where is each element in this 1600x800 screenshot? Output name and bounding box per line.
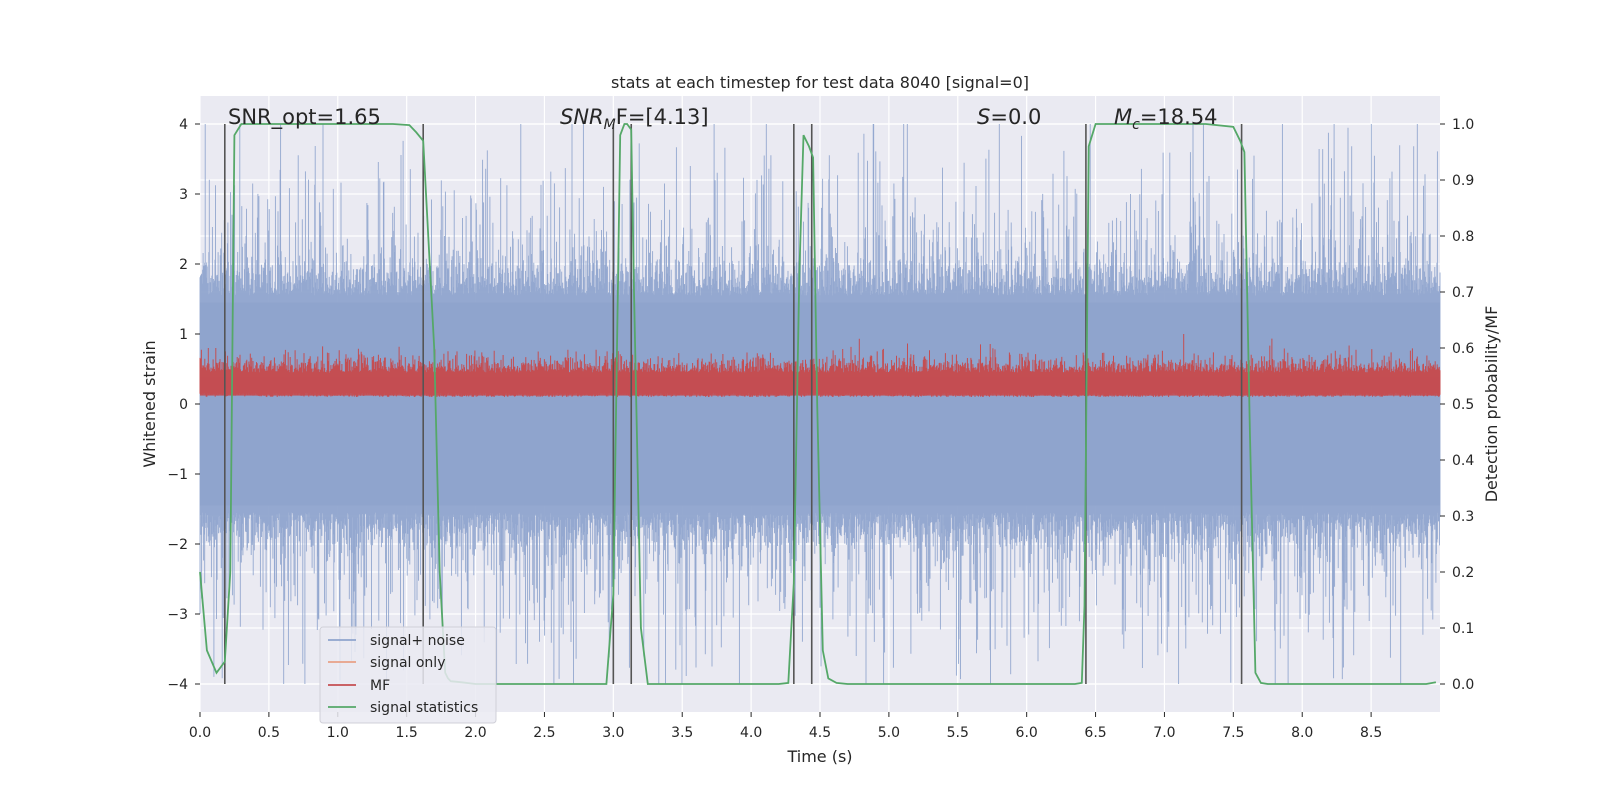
x-tick-label: 3.0: [602, 725, 624, 741]
x-tick-label: 4.0: [740, 725, 762, 741]
annotation-mc-main: M: [1114, 105, 1132, 129]
x-tick-label: 1.5: [396, 725, 418, 741]
mf-series: [199, 334, 1441, 397]
annotation-mc-rest: =18.54: [1140, 105, 1218, 129]
x-tick-label: 6.5: [1084, 725, 1106, 741]
x-axis-label: Time (s): [786, 747, 852, 766]
x-tick-label: 3.5: [671, 725, 693, 741]
x-axis-ticks: 0.0 0.5 1.0 1.5 2.0 2.5 3.0 3.5 4.0 4.5 5.0 5.5 6.0 6…: [189, 712, 1382, 741]
y2-tick-label: 1.0: [1452, 117, 1474, 133]
annotation-snr-mf: SNRMF=[4.13]: [560, 105, 709, 133]
legend-label-signal-statistics: signal statistics: [370, 700, 478, 716]
y2-tick-label: 0.6: [1452, 341, 1474, 357]
y-axis-ticks: −4 −3 −2 −1 0 1 2 3 4: [167, 117, 200, 693]
y2-tick-label: 0.8: [1452, 229, 1474, 245]
x-tick-label: 8.5: [1360, 725, 1382, 741]
annotation-s-main: S: [977, 105, 990, 129]
y-axis-label: Whitened strain: [140, 340, 159, 467]
x-tick-label: 1.0: [327, 725, 349, 741]
y2-axis-label: Detection probability/MF: [1482, 306, 1501, 503]
y-tick-label: 0: [179, 397, 188, 413]
annotation-snr-opt: SNR_opt=1.65: [228, 105, 381, 130]
x-tick-label: 7.0: [1153, 725, 1175, 741]
signal-statistics-line: [199, 123, 1437, 685]
annotation-mc-sub: c: [1132, 117, 1140, 133]
y-tick-label: 2: [179, 257, 188, 273]
signal-noise-core: [200, 302, 1440, 506]
y2-tick-label: 0.9: [1452, 173, 1474, 189]
y-tick-label: 3: [179, 187, 188, 203]
legend-label-signal-only: signal only: [370, 655, 445, 671]
y-tick-label: 1: [179, 327, 188, 343]
y2-tick-label: 0.1: [1452, 621, 1474, 637]
y2-axis-ticks: 0.0 0.1 0.2 0.3 0.4 0.5 0.6 0.7 0.8 0.9 1.0: [1440, 117, 1474, 693]
annotation-snr-mf-rest: F=[4.13]: [616, 105, 709, 129]
y2-tick-label: 0.0: [1452, 677, 1474, 693]
x-tick-label: 2.0: [464, 725, 486, 741]
signal-statistics-series: [199, 123, 1437, 685]
x-tick-label: 6.0: [1016, 725, 1038, 741]
y2-tick-label: 0.7: [1452, 285, 1474, 301]
x-tick-label: 0.5: [258, 725, 280, 741]
y-tick-label: −4: [167, 677, 188, 693]
chart-title: stats at each timestep for test data 804…: [611, 73, 1029, 92]
x-tick-label: 5.5: [947, 725, 969, 741]
x-tick-label: 7.5: [1222, 725, 1244, 741]
y-tick-label: −2: [167, 537, 188, 553]
legend-label-mf: MF: [370, 678, 390, 694]
x-tick-label: 4.5: [809, 725, 831, 741]
y2-tick-label: 0.3: [1452, 509, 1474, 525]
annotation-snr-mf-main: SNR: [560, 105, 604, 129]
x-tick-label: 2.5: [533, 725, 555, 741]
y-tick-label: −3: [167, 607, 188, 623]
y-tick-label: 4: [179, 117, 188, 133]
y2-tick-label: 0.2: [1452, 565, 1474, 581]
legend-box: [319, 626, 497, 724]
y2-tick-label: 0.4: [1452, 453, 1474, 469]
annotation-s-rest: =0.0: [990, 105, 1041, 129]
annotation-s: S=0.0: [977, 105, 1041, 129]
signal-noise-series: [199, 124, 1441, 684]
annotation-mc: Mc=18.54: [1114, 105, 1218, 133]
legend-label-signal-noise: signal+ noise: [370, 633, 465, 649]
annotation-snr-mf-sub: M: [604, 117, 616, 133]
x-tick-label: 8.0: [1291, 725, 1313, 741]
mf-core: [200, 377, 1440, 396]
x-tick-label: 0.0: [189, 725, 211, 741]
legend: signal+ noise signal only MF signal stat…: [319, 626, 497, 724]
y2-tick-label: 0.5: [1452, 397, 1474, 413]
x-tick-label: 5.0: [878, 725, 900, 741]
y-tick-label: −1: [167, 467, 188, 483]
